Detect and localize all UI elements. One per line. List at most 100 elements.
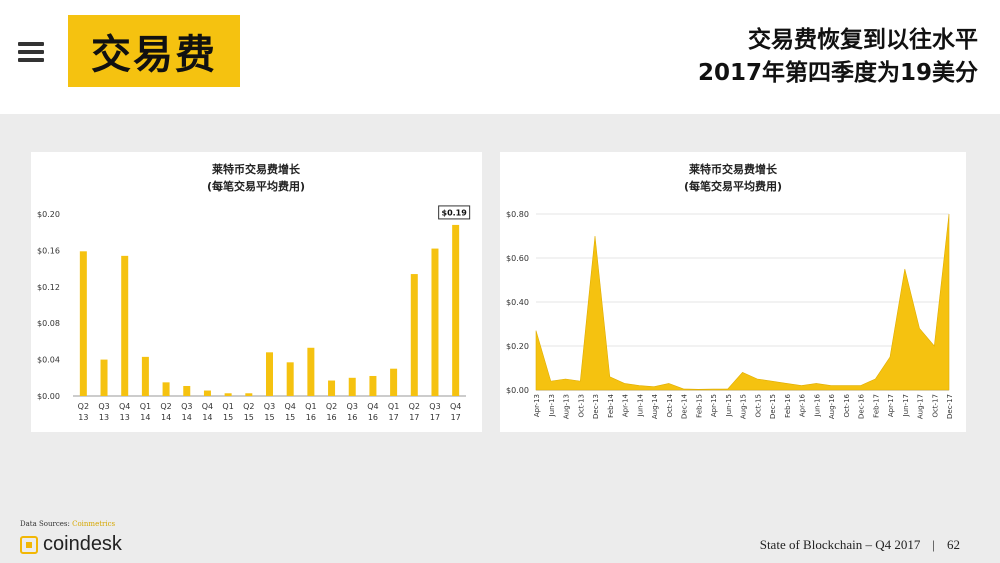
page-number: 62	[947, 537, 960, 552]
x-tick-label: 16	[368, 413, 378, 422]
area-chart: 莱特币交易费增长 (每笔交易平均费用) $0.00 $0.20 $0.40 $0.60 $0…	[506, 162, 954, 419]
x-tick-label: Q1	[388, 402, 399, 411]
annotation-label: $0.19	[442, 208, 468, 217]
x-tick-label: Jun-17	[902, 394, 910, 417]
coindesk-logo: coindesk	[20, 533, 122, 556]
x-tick-label: Aug-17	[917, 394, 925, 419]
x-tick-label: 16	[326, 413, 336, 422]
x-tick-label: Oct-17	[931, 394, 939, 418]
x-tick-label: Q1	[140, 402, 151, 411]
y-tick-label: $0.00	[506, 386, 529, 395]
bar	[79, 251, 87, 396]
bar	[203, 390, 211, 396]
bar	[431, 248, 439, 396]
x-tick-label: Aug-15	[740, 394, 748, 419]
x-tick-label: 13	[99, 413, 109, 422]
x-tick-label: Q4	[119, 402, 130, 411]
bar	[100, 359, 108, 396]
headline-line-2: 2017年第四季度为19美分	[697, 60, 978, 86]
x-tick-label: Q4	[367, 402, 378, 411]
headline-line-1: 交易费恢复到以往水平	[748, 27, 978, 53]
x-tick-label: 17	[409, 413, 419, 422]
y-tick-label: $0.20	[506, 342, 529, 351]
bar	[245, 393, 253, 396]
report-title: State of Blockchain – Q4 2017	[759, 537, 921, 552]
x-tick-label: Q2	[78, 402, 89, 411]
y-tick-label: $0.20	[37, 210, 60, 219]
x-tick-label: 14	[202, 413, 212, 422]
page-title: 交易费	[91, 32, 217, 78]
bar	[183, 385, 191, 396]
x-tick-label: Apr-17	[887, 394, 895, 417]
x-tick-label: Apr-13	[533, 394, 541, 417]
footer-separator: |	[932, 537, 935, 552]
title-badge: 交易费	[68, 15, 240, 87]
x-tick-label: Jun-16	[813, 393, 821, 417]
chart-title: 莱特币交易费增长	[689, 162, 778, 176]
x-tick-label: Q2	[243, 402, 254, 411]
y-tick-label: $0.12	[37, 283, 60, 292]
x-tick-label: Q1	[222, 402, 233, 411]
headline: 交易费恢复到以往水平 2017年第四季度为19美分	[698, 24, 978, 90]
x-tick-label: Feb-15	[695, 394, 703, 418]
brand-name: coindesk	[43, 533, 122, 555]
area-series	[535, 213, 950, 391]
source-label: Data Sources:	[20, 520, 70, 528]
x-tick-label: Jun-13	[548, 394, 556, 417]
x-tick-label: Aug-16	[828, 393, 836, 419]
chart-subtitle: (每笔交易平均费用)	[207, 179, 305, 193]
x-tick-label: Apr-15	[710, 394, 718, 417]
x-tick-label: Dec-13	[592, 394, 600, 419]
x-tick-label: Feb-17	[872, 394, 880, 418]
footer-report: State of Blockchain – Q4 2017 | 62	[760, 537, 960, 553]
x-tick-label: Q4	[202, 402, 213, 411]
x-tick-label: Q3	[264, 402, 275, 411]
x-tick-label: 15	[285, 413, 295, 422]
x-tick-label: Q2	[326, 402, 337, 411]
x-tick-label: 15	[264, 413, 274, 422]
x-tick-label: Q2	[160, 402, 171, 411]
data-sources: Data Sources: Coinmetrics	[20, 520, 115, 528]
bar	[307, 347, 315, 396]
x-tick-label: Oct-15	[754, 394, 762, 418]
bar	[266, 352, 273, 396]
chart-subtitle: (每笔交易平均费用)	[684, 179, 782, 193]
bar	[224, 393, 232, 396]
x-tick-label: Dec-16	[858, 393, 866, 419]
x-tick-label: Q2	[409, 402, 420, 411]
x-tick-label: 17	[430, 413, 440, 422]
bar	[328, 380, 336, 396]
x-tick-label: 16	[347, 413, 357, 422]
x-tick-label: Jun-15	[725, 394, 733, 417]
y-tick-label: $0.16	[37, 246, 60, 255]
x-tick-label: Dec-15	[769, 394, 777, 419]
bar	[348, 377, 356, 396]
x-tick-label: Q3	[347, 402, 358, 411]
coindesk-logo-icon	[20, 535, 38, 554]
source-link[interactable]: Coinmetrics	[72, 520, 116, 528]
y-tick-label: $0.80	[506, 210, 529, 219]
x-tick-label: Feb-14	[607, 393, 615, 417]
menu-icon[interactable]	[18, 42, 44, 62]
chart-title: 莱特币交易费增长	[212, 162, 301, 176]
x-tick-label: Q3	[181, 402, 192, 411]
x-tick-label: 15	[244, 413, 254, 422]
y-tick-label: $0.08	[37, 319, 60, 328]
x-tick-label: Dec-17	[946, 394, 954, 419]
x-tick-label: Q3	[98, 402, 109, 411]
bar	[141, 356, 149, 396]
x-tick-label: 15	[223, 413, 233, 422]
x-tick-label: Q4	[450, 402, 461, 411]
x-tick-label: Q3	[429, 402, 440, 411]
bar	[369, 375, 377, 396]
annotation-box	[438, 205, 471, 220]
x-tick-label: Oct-16	[843, 393, 851, 417]
bar	[286, 362, 294, 396]
x-tick-label: 13	[120, 413, 130, 422]
x-tick-label: Oct-14	[666, 393, 674, 417]
x-tick-label: Q4	[284, 402, 295, 411]
x-tick-label: 17	[451, 413, 461, 422]
header: 交易费 交易费恢复到以往水平 2017年第四季度为19美分	[0, 0, 1000, 114]
x-tick-label: Dec-14	[681, 393, 689, 419]
y-tick-label: $0.00	[37, 392, 60, 401]
